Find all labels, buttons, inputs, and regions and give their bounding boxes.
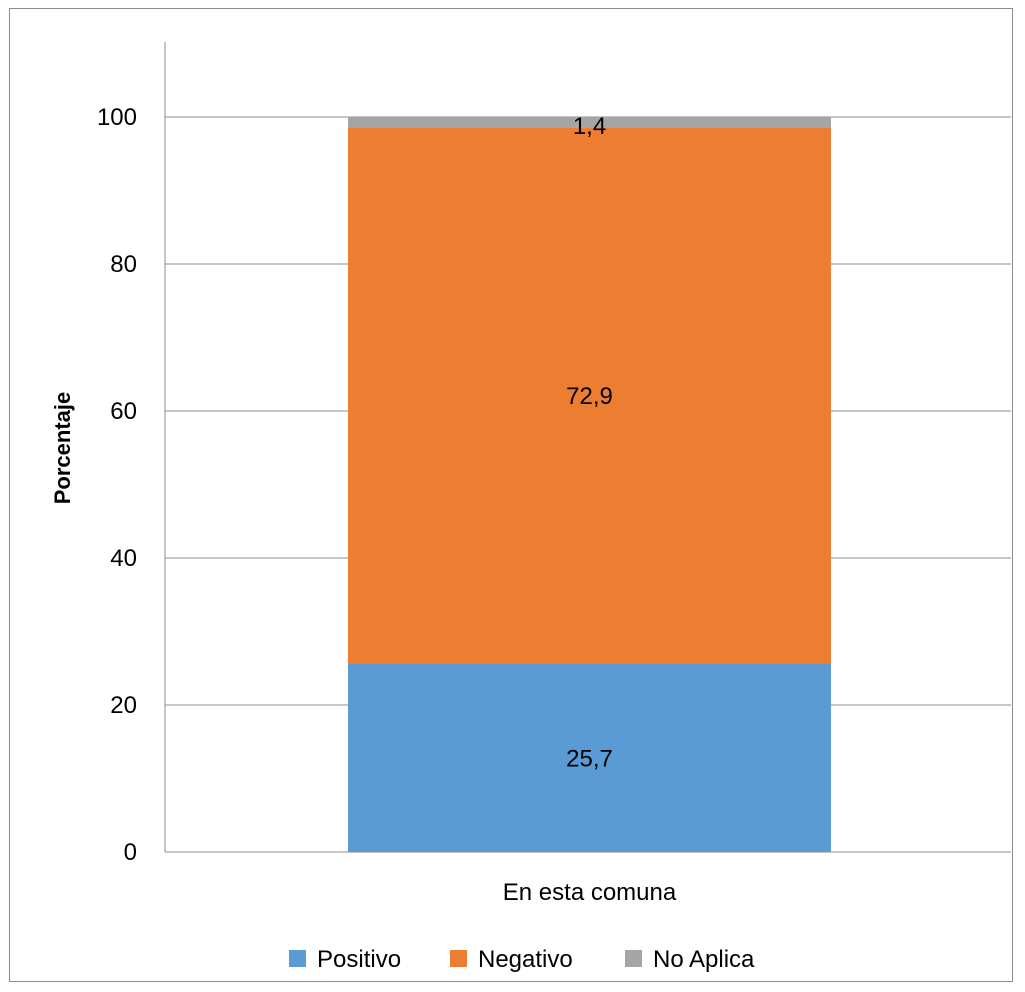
x-category-label: En esta comuna <box>503 879 677 906</box>
y-tick-label-80: 80 <box>110 251 137 278</box>
legend-label-positivo: Positivo <box>317 946 401 973</box>
bar-stack <box>348 117 831 852</box>
axes: 0 20 40 60 80 100 En esta comuna <box>97 42 1011 906</box>
data-labels: 25,7 72,9 1,4 <box>566 113 613 773</box>
data-label-positivo: 25,7 <box>566 746 613 773</box>
legend-swatch-negativo <box>450 950 467 967</box>
legend-label-negativo: Negativo <box>478 946 573 973</box>
data-label-no-aplica: 1,4 <box>573 113 606 140</box>
legend-swatch-no-aplica <box>625 950 642 967</box>
bar-segment-positivo <box>348 663 831 852</box>
data-label-negativo: 72,9 <box>566 383 613 410</box>
bar-segment-negativo <box>348 127 831 664</box>
y-tick-label-40: 40 <box>110 545 137 572</box>
y-tick-label-100: 100 <box>97 104 137 131</box>
legend-label-no-aplica: No Aplica <box>653 946 755 973</box>
legend-swatch-positivo <box>289 950 306 967</box>
y-tick-label-0: 0 <box>124 839 137 866</box>
y-tick-label-20: 20 <box>110 692 137 719</box>
y-axis-title: Porcentaje <box>50 392 75 505</box>
bar-segment-no-aplica <box>348 117 831 128</box>
y-tick-label-60: 60 <box>110 398 137 425</box>
legend: Positivo Negativo No Aplica <box>289 946 755 973</box>
